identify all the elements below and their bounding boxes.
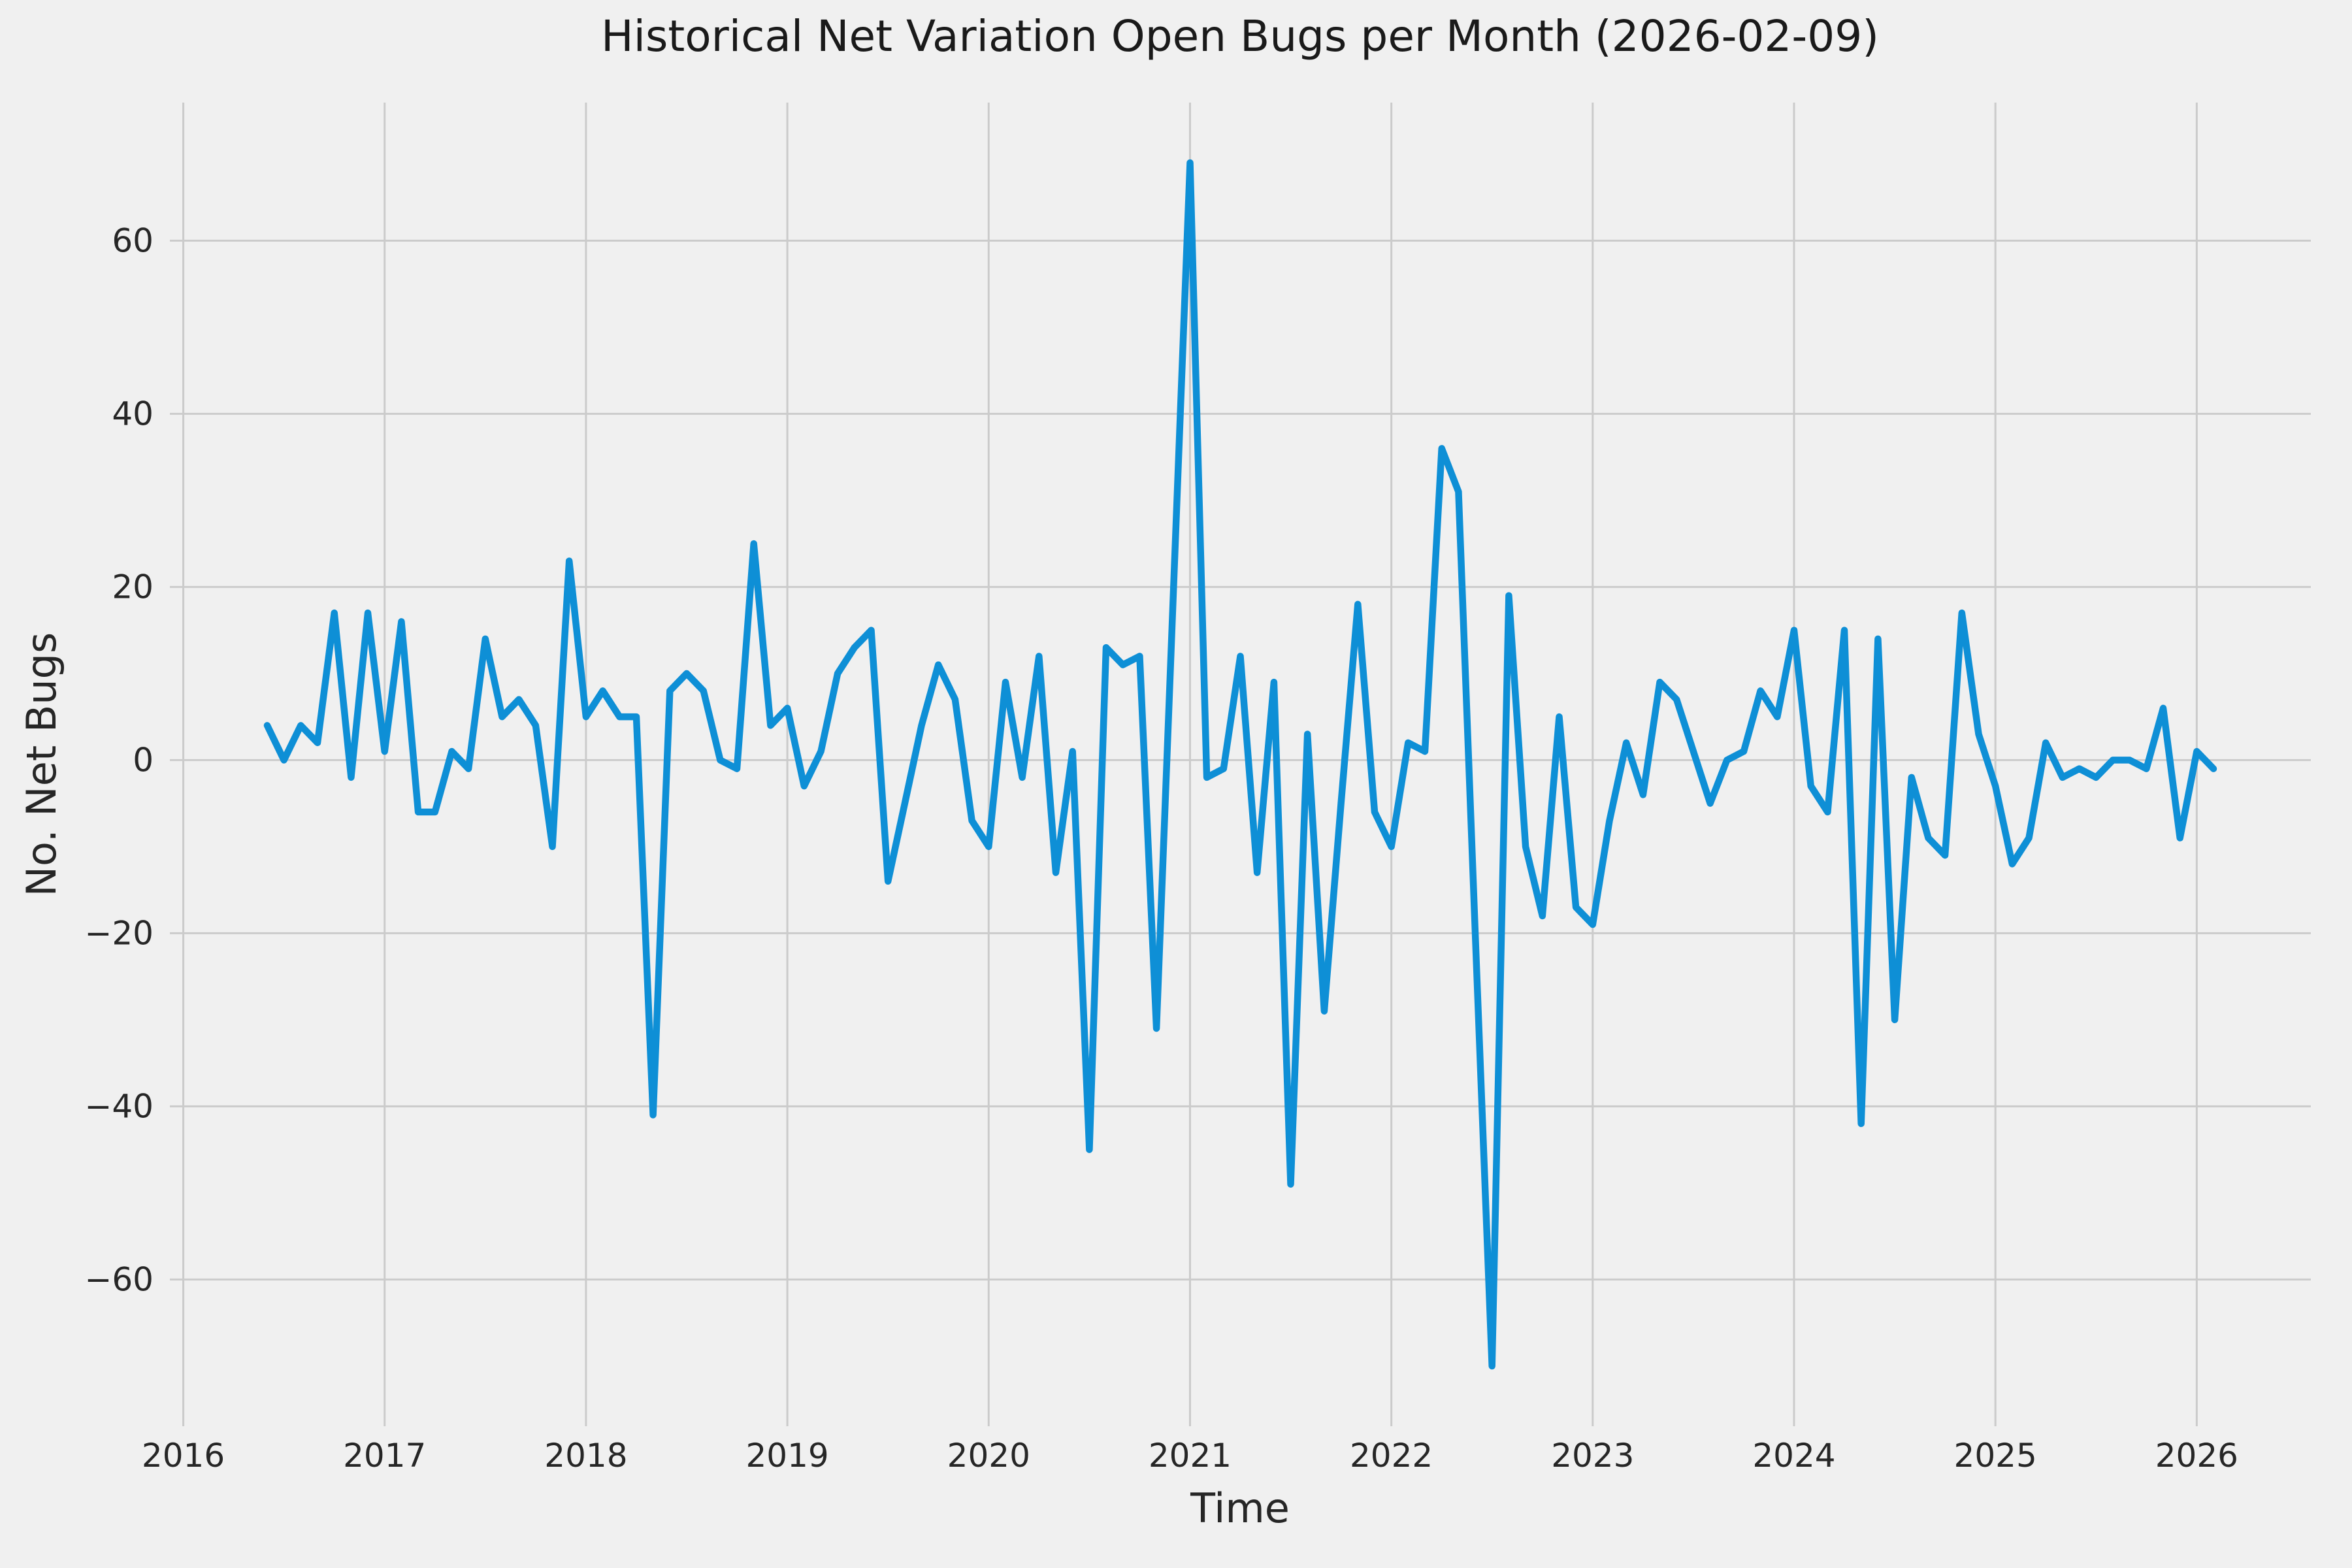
data-line <box>263 159 2217 1370</box>
x-axis-tick-labels: 2016 2017 2018 2019 2020 2021 2022 2023 2024 2025… <box>142 1437 2238 1475</box>
y-tick-label: 20 <box>112 568 154 606</box>
x-tick-label: 2022 <box>1350 1437 1433 1475</box>
y-tick-label: 40 <box>112 395 154 433</box>
y-axis-title: No. Net Bugs <box>18 632 65 897</box>
x-tick-label: 2020 <box>947 1437 1030 1475</box>
x-tick-label: 2019 <box>745 1437 828 1475</box>
y-tick-label: −20 <box>84 914 154 952</box>
x-tick-label: 2026 <box>2155 1437 2238 1475</box>
chart-title: Historical Net Variation Open Bugs per M… <box>601 11 1879 61</box>
y-tick-label: −40 <box>84 1087 154 1125</box>
y-tick-label: −60 <box>84 1260 154 1298</box>
x-tick-label: 2017 <box>343 1437 426 1475</box>
data-series <box>263 159 2217 1370</box>
x-tick-label: 2016 <box>142 1437 225 1475</box>
x-tick-label: 2018 <box>544 1437 627 1475</box>
y-axis-tick-labels: −60 −40 −20 0 20 40 60 <box>84 221 154 1298</box>
x-tick-label: 2021 <box>1149 1437 1232 1475</box>
x-axis-title: Time <box>1190 1484 1290 1532</box>
y-tick-label: 60 <box>112 221 154 259</box>
x-tick-label: 2024 <box>1752 1437 1835 1475</box>
grid-lines <box>170 103 2311 1426</box>
y-tick-label: 0 <box>133 741 154 779</box>
x-tick-label: 2025 <box>1954 1437 2037 1475</box>
x-tick-label: 2023 <box>1551 1437 1634 1475</box>
